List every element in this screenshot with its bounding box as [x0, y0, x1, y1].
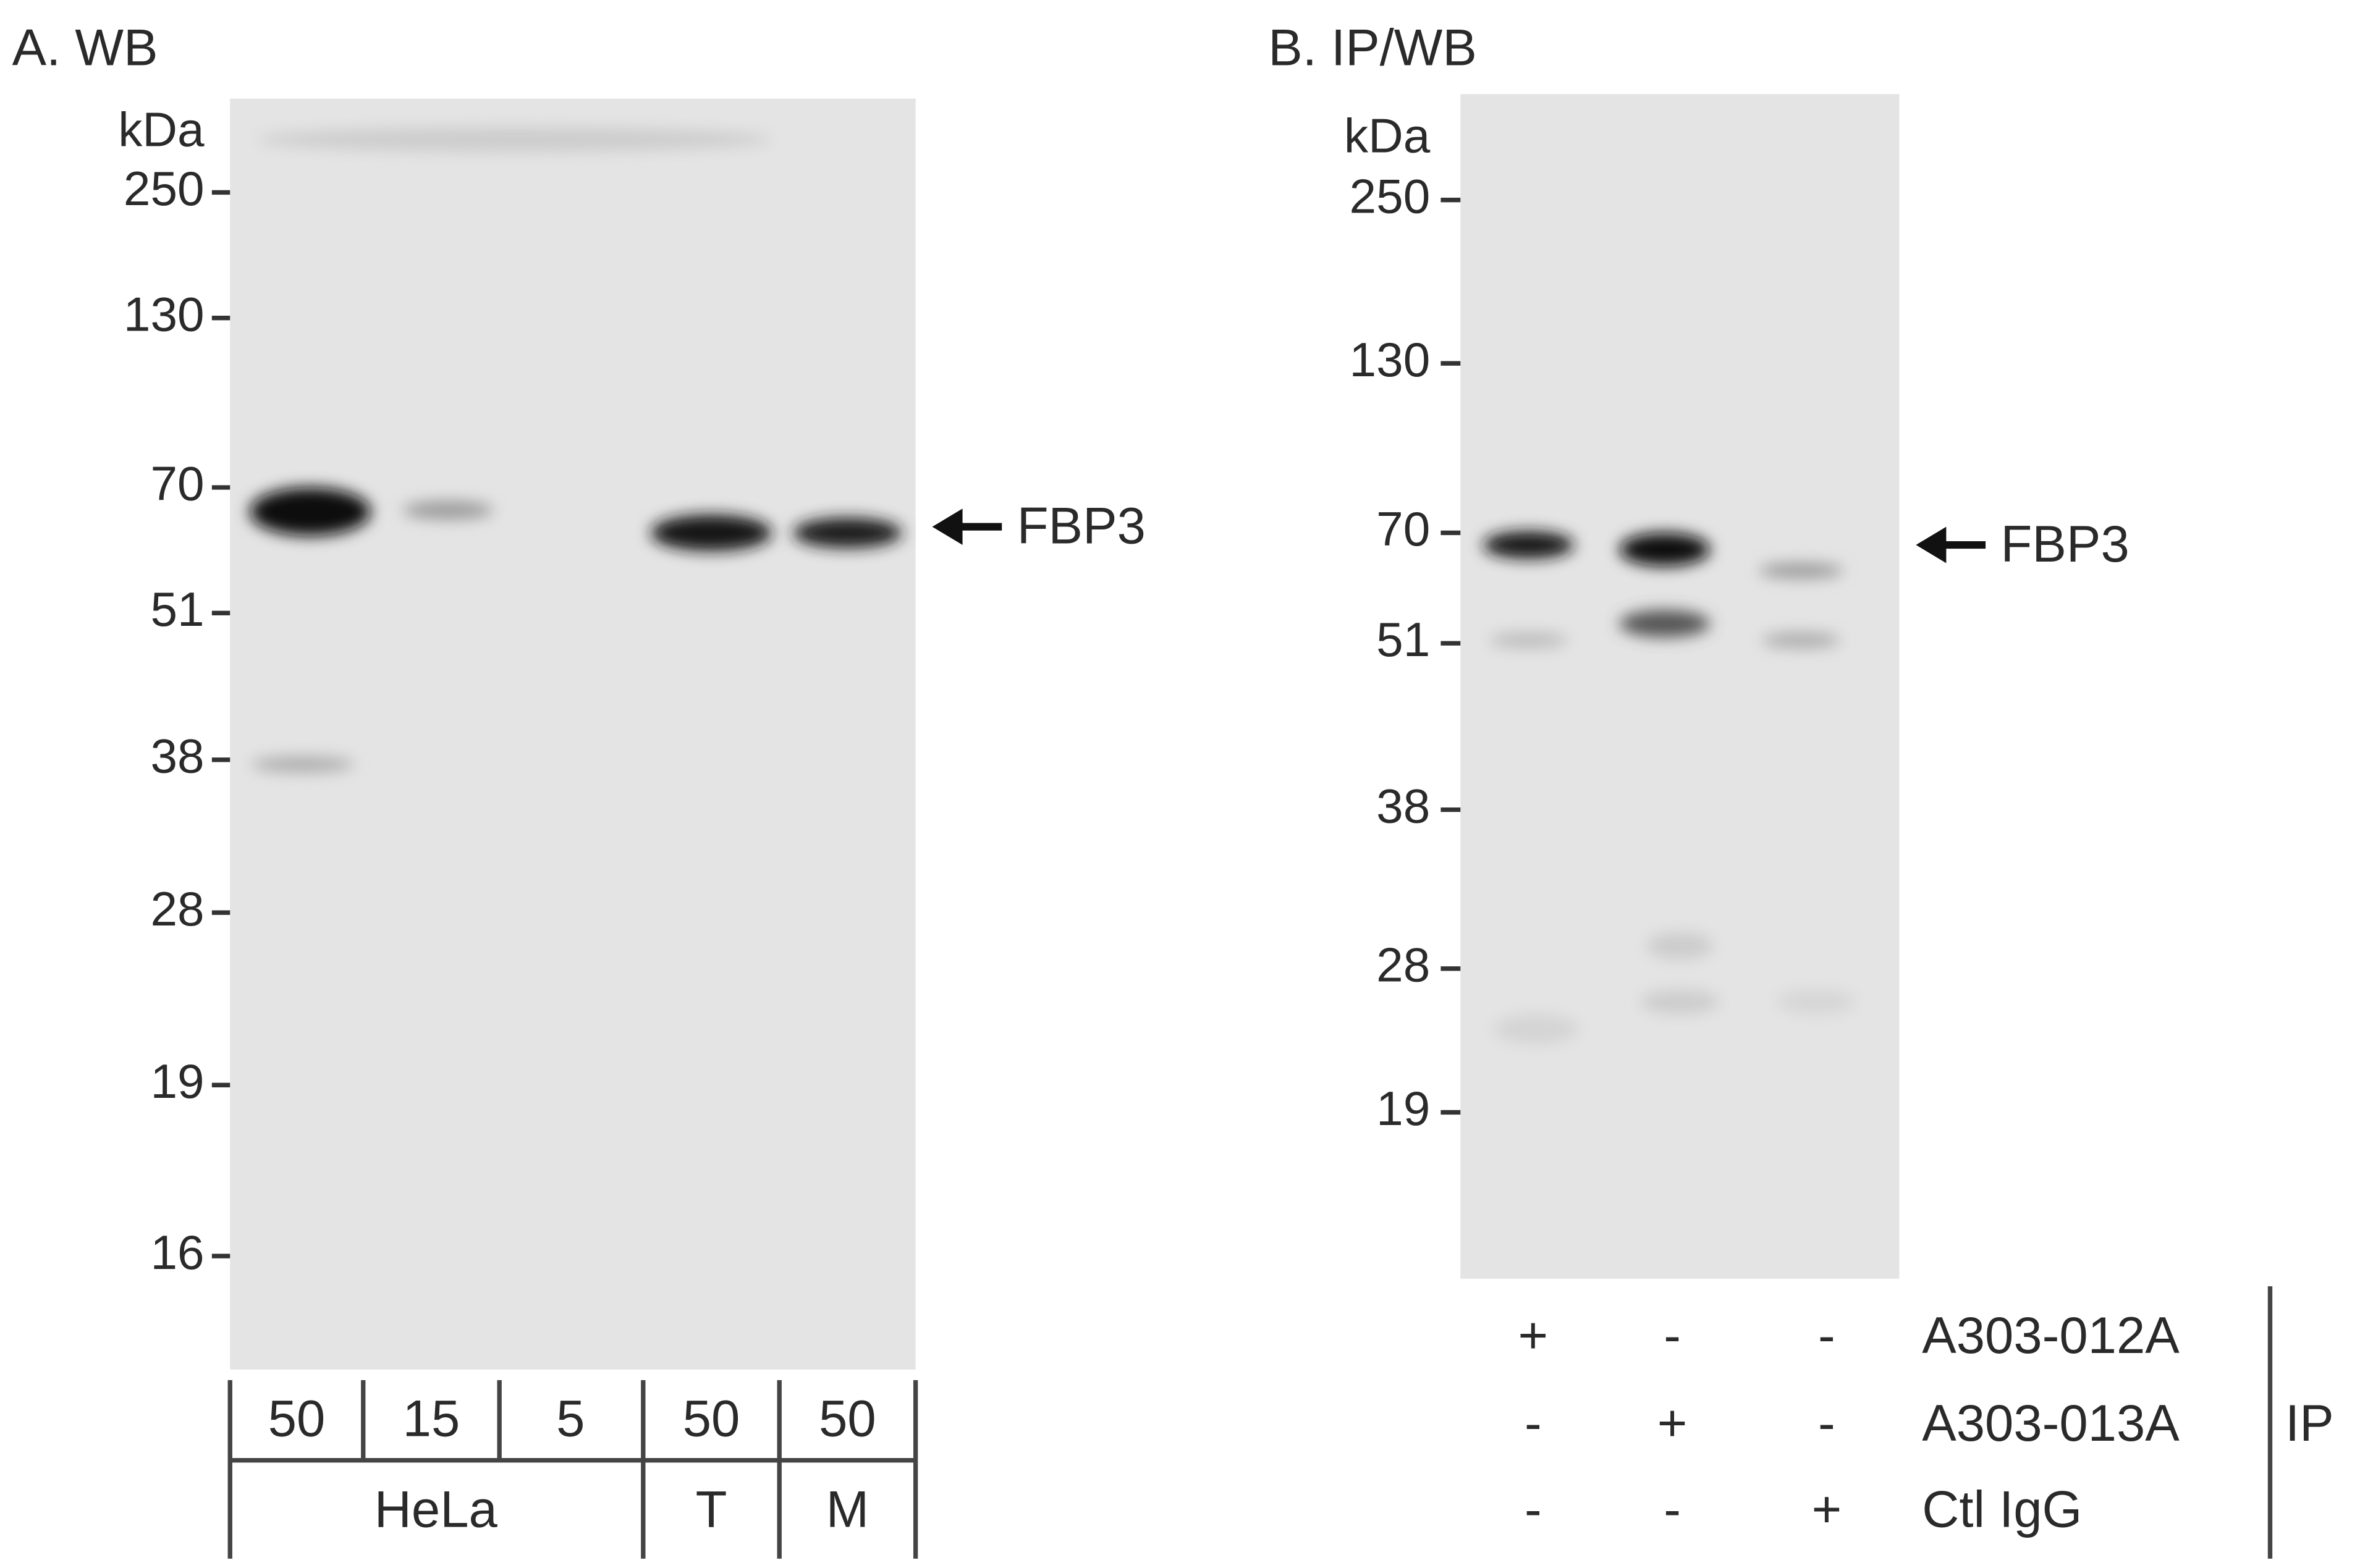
- marker-label: 250: [124, 161, 205, 216]
- sign: -: [1525, 1480, 1542, 1538]
- marker-label: 38: [150, 729, 204, 783]
- band: [1483, 531, 1574, 559]
- band: [1777, 990, 1856, 1014]
- target-label: FBP3: [1017, 497, 1146, 555]
- group-label: HeLa: [374, 1480, 498, 1538]
- target-label: FBP3: [2001, 515, 2130, 573]
- sign: -: [1818, 1394, 1835, 1452]
- marker-label: 130: [124, 287, 205, 341]
- band: [257, 127, 772, 152]
- lane-label: 15: [403, 1389, 460, 1447]
- sign: -: [1525, 1394, 1542, 1452]
- marker-label: 130: [1350, 332, 1431, 387]
- band: [793, 517, 902, 548]
- marker-label: 70: [150, 457, 204, 511]
- panel-label: B. IP/WB: [1268, 19, 1477, 77]
- blot: [230, 98, 916, 1370]
- group-label: T: [696, 1480, 727, 1538]
- band: [1494, 1014, 1579, 1045]
- bands: [1483, 531, 1856, 1045]
- markers: 250 130 70 51 38 28 19: [1350, 169, 1461, 1136]
- band: [251, 756, 355, 772]
- band: [1619, 533, 1711, 567]
- markers: 250 130 70 51 38 28 19 16: [124, 161, 231, 1279]
- lane-labels: 50 15 5 50 50 HeLa T M: [268, 1389, 876, 1538]
- marker-label: 51: [150, 582, 204, 636]
- marker-label: 16: [150, 1225, 204, 1279]
- group-label: M: [826, 1480, 869, 1538]
- marker-label: 250: [1350, 169, 1431, 223]
- panel-label: A. WB: [12, 19, 158, 77]
- band: [402, 501, 494, 520]
- band: [1761, 633, 1840, 648]
- row-label: Ctl IgG: [1922, 1480, 2082, 1538]
- marker-label: 28: [150, 882, 204, 936]
- panel-b: B. IP/WB kDa 250 130 70 51 38 28 19 FBP3 + - - A3…: [1268, 19, 2334, 1559]
- band: [1758, 563, 1843, 578]
- band: [1646, 932, 1714, 960]
- unit-label: kDa: [1344, 108, 1431, 162]
- marker-label: 19: [1376, 1081, 1430, 1136]
- sign: +: [1812, 1480, 1842, 1538]
- sign: -: [1818, 1307, 1835, 1364]
- marker-label: 38: [1376, 778, 1430, 833]
- band: [1489, 633, 1568, 648]
- arrow: [1916, 526, 1986, 563]
- sign: +: [1518, 1307, 1549, 1364]
- bands: [250, 127, 902, 772]
- lane-label: 50: [819, 1389, 876, 1447]
- lane-label: 5: [556, 1389, 585, 1447]
- lane-table: [227, 1380, 918, 1559]
- row-label: A303-012A: [1922, 1307, 2180, 1364]
- marker-label: 19: [150, 1054, 204, 1108]
- band: [1640, 990, 1720, 1014]
- marker-label: 28: [1376, 937, 1430, 992]
- marker-label: 51: [1376, 612, 1430, 667]
- marker-label: 70: [1376, 502, 1430, 556]
- row-label: A303-013A: [1922, 1394, 2180, 1452]
- blot: [1460, 94, 1900, 1279]
- arrow: [932, 508, 1002, 546]
- sign: -: [1664, 1480, 1681, 1538]
- sign: -: [1664, 1307, 1681, 1364]
- ip-table: + - - A303-012A - + - A303-013A - - + Ctl IgG: [1518, 1307, 2180, 1538]
- lane-label: 50: [683, 1389, 740, 1447]
- ip-label: IP: [2285, 1394, 2334, 1452]
- sign: +: [1657, 1394, 1688, 1452]
- unit-label: kDa: [118, 103, 205, 157]
- band: [1619, 610, 1711, 638]
- band: [651, 515, 772, 551]
- band: [250, 487, 371, 536]
- lane-label: 50: [268, 1389, 326, 1447]
